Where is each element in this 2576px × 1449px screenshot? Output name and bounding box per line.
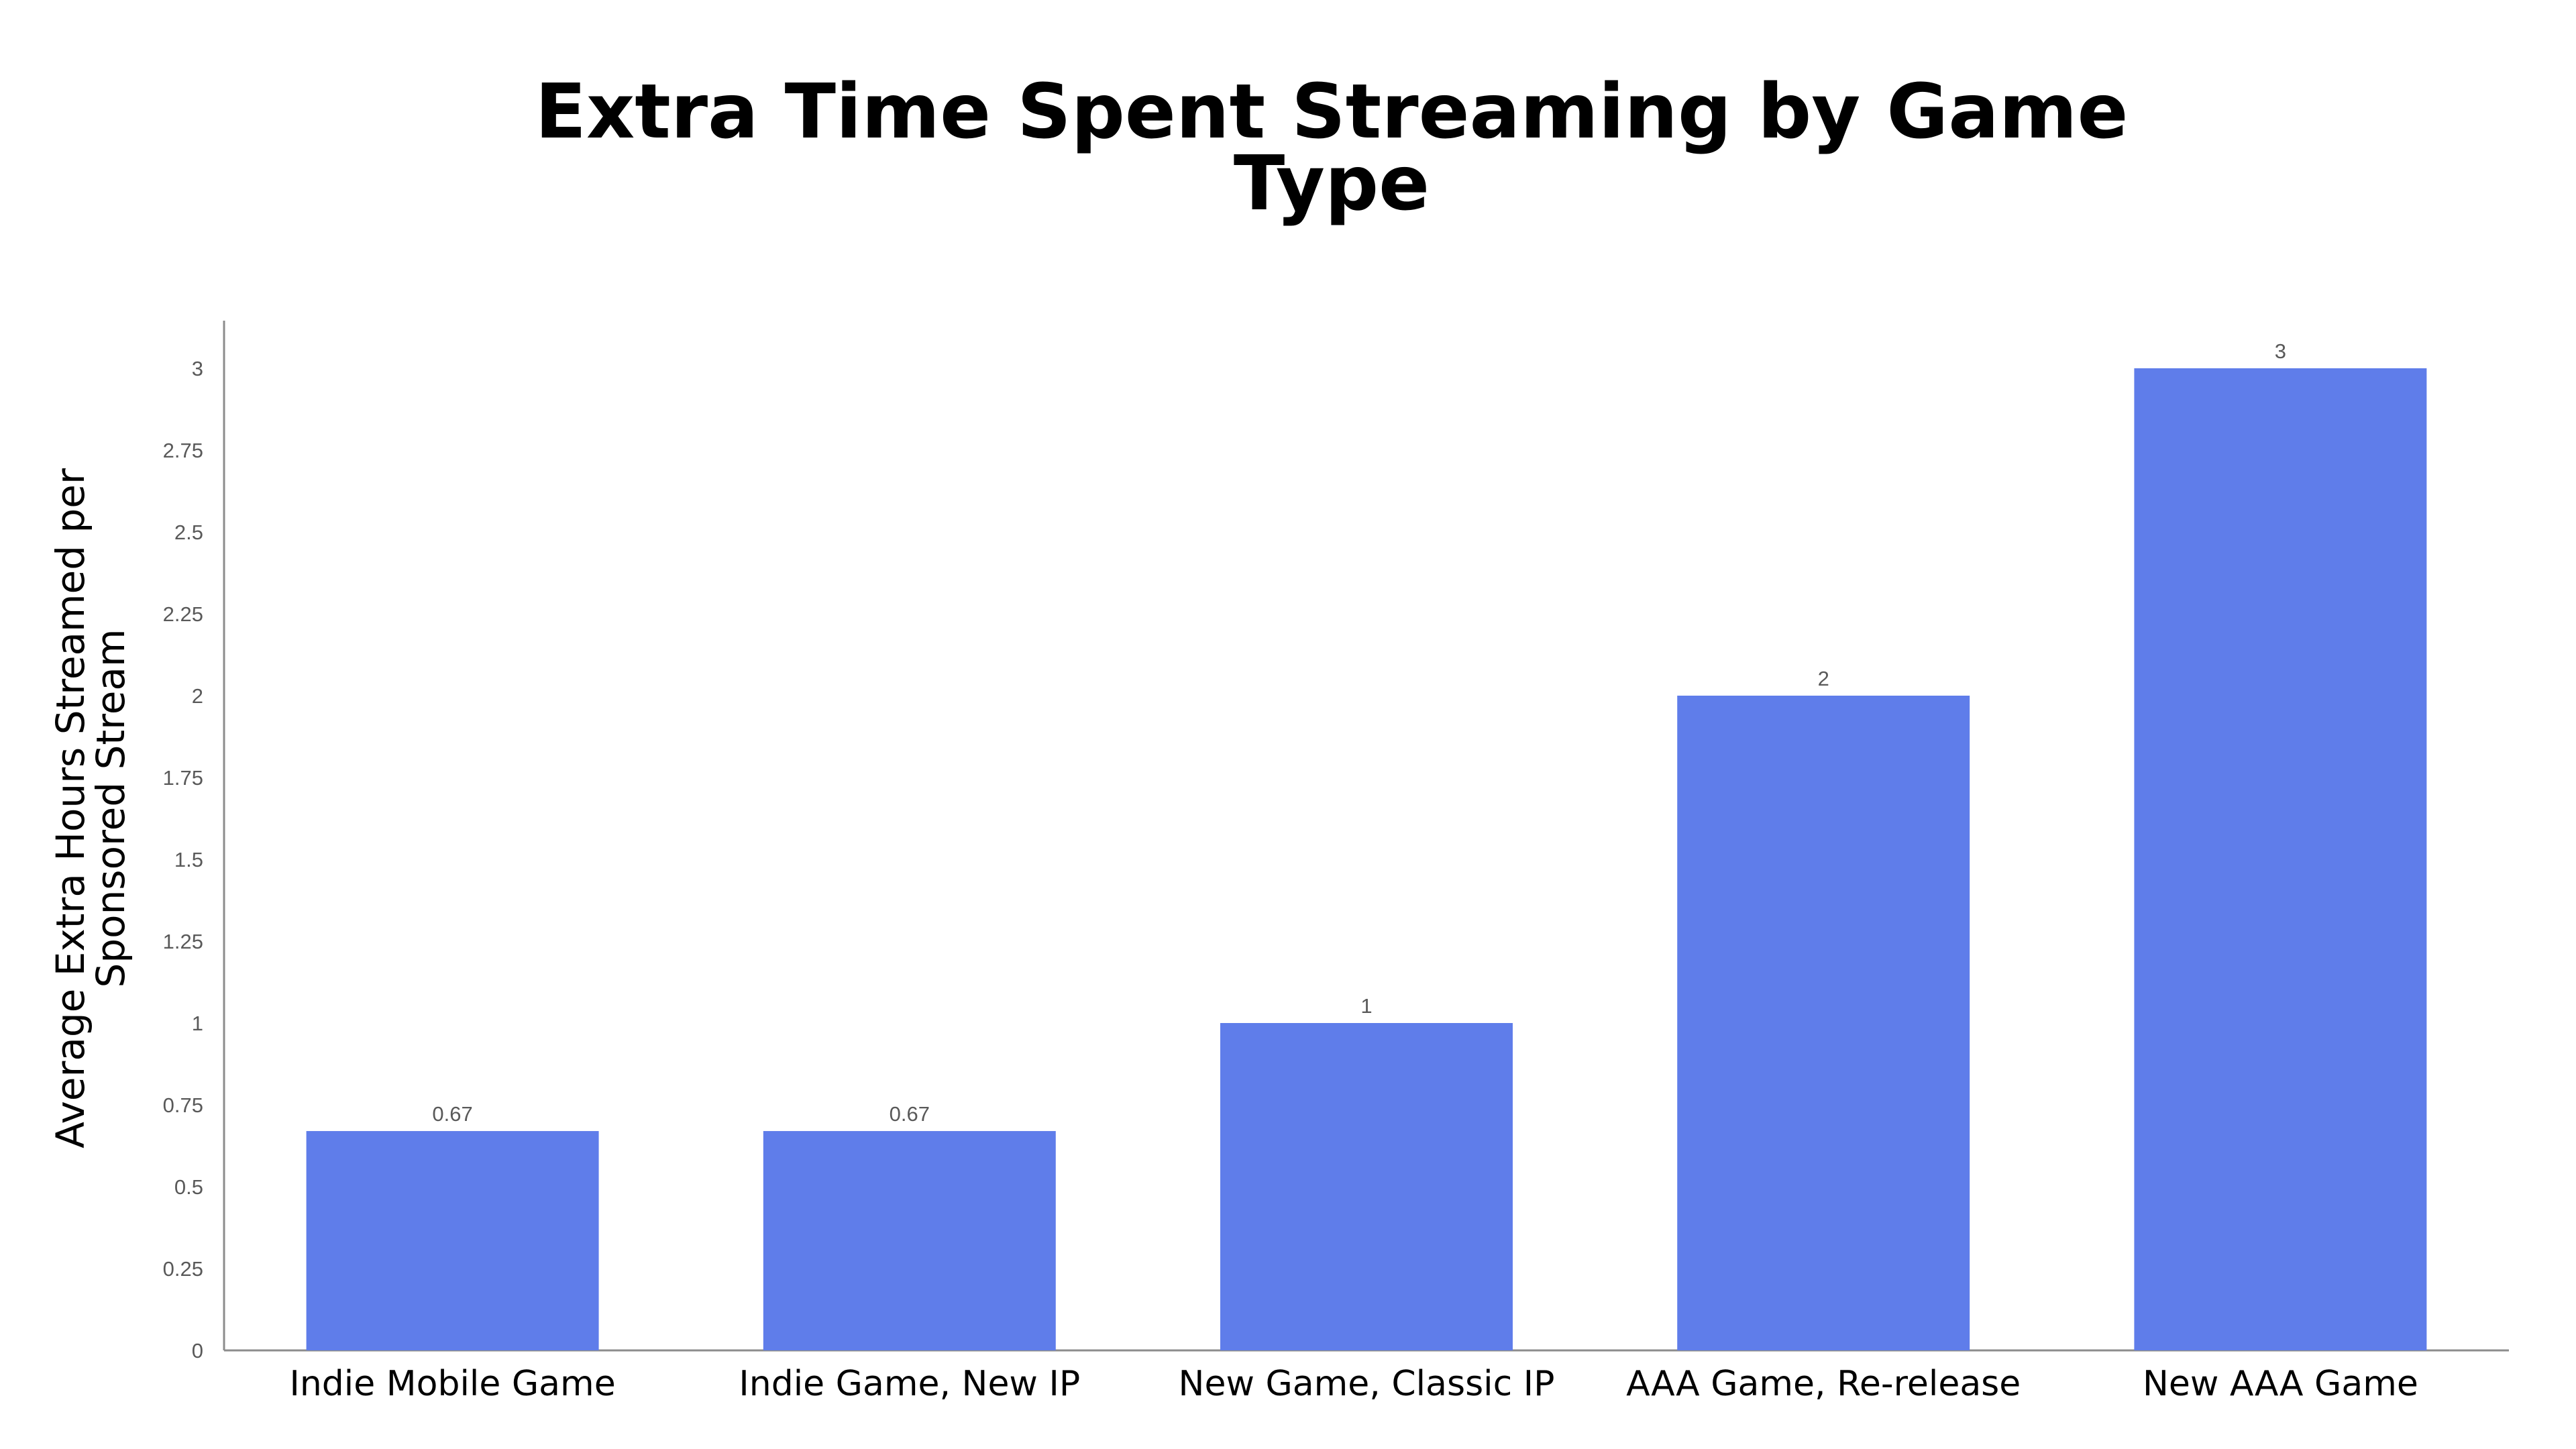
chart-title: Extra Time Spent Streaming by Game Type — [535, 68, 2129, 227]
y-tick-label: 3 — [192, 357, 203, 380]
bars-group — [306, 368, 2427, 1350]
y-tick-label: 1 — [192, 1012, 203, 1035]
y-tick-label: 0.75 — [163, 1093, 203, 1117]
y-tick-label: 0.25 — [163, 1257, 203, 1281]
bar — [1677, 696, 1970, 1350]
y-tick-label: 2 — [192, 684, 203, 708]
chart-title-line-1: Extra Time Spent Streaming by Game — [535, 68, 2129, 156]
y-axis-title-line-1: Average Extra Hours Streamed per — [48, 468, 93, 1148]
y-tick-label: 0.5 — [174, 1175, 203, 1199]
bar — [2134, 368, 2427, 1350]
y-tick-label: 2.25 — [163, 602, 203, 626]
x-category-label: Indie Game, New IP — [739, 1364, 1080, 1404]
y-tick-label: 2.75 — [163, 439, 203, 462]
y-tick-label: 1.5 — [174, 848, 203, 871]
x-category-label: AAA Game, Re-release — [1626, 1364, 2021, 1404]
bar — [306, 1131, 599, 1350]
y-tick-label: 0 — [192, 1339, 203, 1362]
bar-data-label: 2 — [1818, 667, 1829, 690]
chart-title-line-2: Type — [1234, 140, 1430, 227]
x-category-label: Indie Mobile Game — [290, 1364, 616, 1404]
bar-data-label: 3 — [2275, 339, 2286, 363]
x-category-label: New AAA Game — [2143, 1364, 2418, 1404]
bar — [1220, 1023, 1513, 1350]
y-tick-label: 1.25 — [163, 930, 203, 953]
y-axis-ticks: 0 0.25 0.5 0.75 1 1.25 1.5 1.75 2 2.25 2.5 2.75 3 — [163, 357, 203, 1362]
x-category-label: New Game, Classic IP — [1179, 1364, 1555, 1404]
y-tick-label: 1.75 — [163, 766, 203, 790]
x-axis-labels: Indie Mobile Game Indie Game, New IP New G… — [290, 1364, 2418, 1404]
y-tick-label: 2.5 — [174, 521, 203, 544]
bar-data-label: 1 — [1360, 994, 1372, 1018]
y-axis-title: Average Extra Hours Streamed per Sponsor… — [48, 468, 133, 1148]
bar — [763, 1131, 1056, 1350]
y-axis-title-line-2: Sponsored Stream — [88, 629, 133, 988]
data-labels-group: 0.67 0.67 1 2 3 — [432, 339, 2286, 1126]
bar-data-label: 0.67 — [890, 1102, 930, 1126]
bar-data-label: 0.67 — [432, 1102, 472, 1126]
